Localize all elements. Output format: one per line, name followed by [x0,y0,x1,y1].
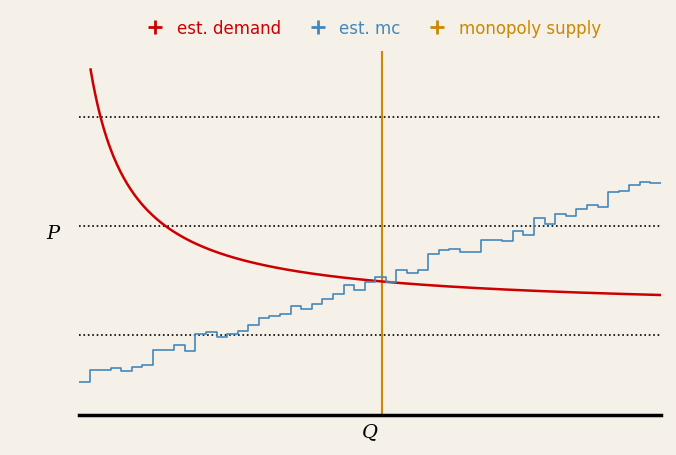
Text: P: P [46,225,59,243]
Legend: est. demand, est. mc, monopoly supply: est. demand, est. mc, monopoly supply [132,13,608,45]
X-axis label: Q: Q [362,422,378,440]
